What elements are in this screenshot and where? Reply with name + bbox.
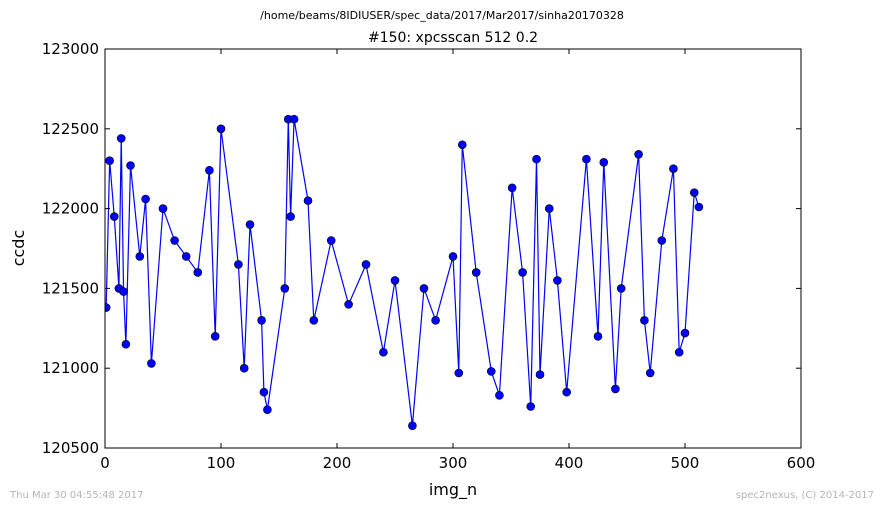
data-point (309, 316, 319, 325)
data-point (634, 150, 643, 159)
data-point (544, 204, 554, 213)
data-point (119, 287, 128, 296)
footer-credit: spec2nexus, (C) 2014-2017 (736, 490, 874, 501)
data-point (593, 331, 603, 341)
data-point (694, 202, 704, 212)
data-point (216, 124, 226, 134)
y-tick-label: 123000 (42, 40, 99, 58)
x-tick-label: 300 (439, 454, 468, 472)
x-axis-label: img_n (429, 480, 477, 500)
data-point (526, 402, 536, 411)
data-point (105, 303, 111, 312)
data-point (431, 316, 440, 325)
data-point (532, 154, 541, 164)
data-point (582, 154, 591, 164)
data-point (239, 363, 249, 373)
chart-title: #150: xpcsscan 512 0.2 (368, 30, 538, 46)
data-point (390, 276, 400, 285)
y-tick-label: 122000 (42, 200, 99, 218)
data-point (289, 114, 299, 124)
data-point (616, 284, 626, 293)
data-point (611, 384, 620, 394)
data-point (205, 166, 214, 175)
data-point (657, 236, 667, 245)
data-point (135, 252, 145, 261)
data-point (158, 204, 168, 213)
data-point (181, 252, 191, 261)
data-point (286, 212, 295, 221)
data-point (645, 368, 655, 378)
data-point (116, 134, 126, 143)
axis-ticks: 0 100 200 300 400 500 600 120500 121000 121500 122… (42, 40, 816, 472)
data-point (141, 194, 150, 204)
x-tick-label: 500 (671, 454, 700, 472)
data-point (280, 284, 290, 293)
data-point (263, 405, 272, 415)
data-point (562, 387, 571, 397)
data-point (553, 276, 562, 285)
x-tick-label: 100 (207, 454, 236, 472)
data-point (259, 387, 269, 397)
data-point (326, 236, 336, 245)
data-point (170, 236, 179, 245)
x-tick-label: 400 (555, 454, 584, 472)
data-point (303, 196, 313, 205)
data-point (147, 359, 156, 368)
data-point (105, 156, 114, 166)
y-axis-label: ccdc (9, 230, 28, 267)
y-tick-label: 122500 (42, 120, 99, 138)
data-point (535, 370, 545, 379)
data-point (669, 164, 678, 173)
series-line (105, 119, 700, 426)
data-point (471, 268, 481, 277)
y-tick-label: 121000 (42, 359, 99, 377)
data-point (121, 339, 131, 349)
data-point (495, 391, 504, 400)
data-point (379, 347, 388, 357)
figure-supertitle: /home/beams/8IDIUSER/spec_data/2017/Mar2… (260, 9, 624, 22)
x-tick-label: 600 (787, 454, 816, 472)
footer-timestamp: Thu Mar 30 04:55:48 2017 (9, 490, 143, 501)
data-point (448, 252, 458, 261)
data-point (486, 367, 496, 376)
data-point (457, 140, 467, 150)
y-tick-label: 120500 (42, 439, 99, 457)
data-point (257, 316, 266, 325)
plot-frame (104, 48, 802, 449)
plot-area (105, 114, 704, 430)
y-tick-label: 121500 (42, 279, 99, 297)
data-point (599, 158, 609, 167)
data-point (518, 268, 527, 277)
data-point (680, 328, 690, 338)
data-point (234, 260, 243, 269)
data-point (454, 368, 464, 378)
data-point (245, 220, 255, 229)
x-tick-label: 0 (100, 454, 110, 472)
data-point (193, 268, 203, 277)
data-point (408, 421, 417, 430)
data-point (344, 300, 353, 309)
data-point (361, 260, 371, 269)
data-point (689, 188, 699, 197)
x-tick-label: 200 (323, 454, 352, 472)
data-point (674, 347, 684, 357)
data-point (419, 284, 429, 293)
data-point (640, 316, 649, 325)
data-point (126, 161, 135, 170)
data-point (507, 183, 517, 193)
data-point (210, 331, 220, 341)
data-point (109, 212, 119, 221)
